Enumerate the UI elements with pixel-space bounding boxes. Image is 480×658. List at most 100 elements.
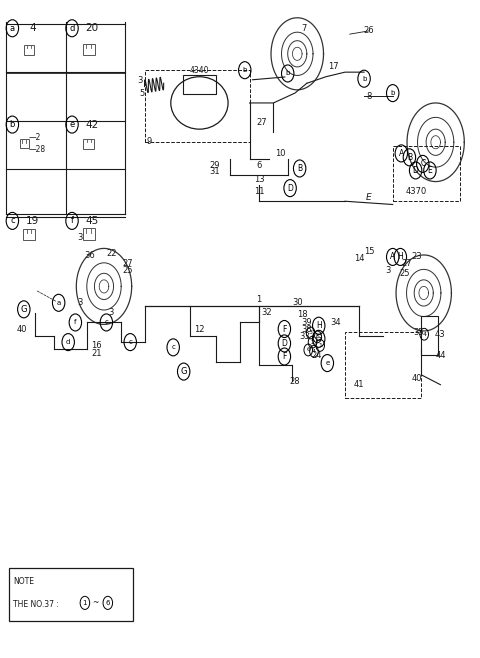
- Text: A: A: [390, 253, 396, 261]
- Text: 23: 23: [411, 253, 422, 261]
- Text: b: b: [362, 76, 366, 82]
- Text: ~: ~: [92, 598, 98, 607]
- Text: 41: 41: [354, 380, 364, 389]
- Text: 35: 35: [414, 328, 424, 337]
- Text: 3: 3: [108, 308, 114, 317]
- Text: 3: 3: [385, 266, 391, 274]
- Text: a: a: [57, 300, 61, 306]
- Text: 25: 25: [122, 266, 133, 274]
- Text: B: B: [407, 153, 412, 162]
- Bar: [183, 75, 216, 95]
- Text: 4: 4: [422, 332, 426, 337]
- Text: 42: 42: [85, 120, 99, 130]
- Text: 5: 5: [315, 334, 319, 340]
- Text: 27: 27: [402, 259, 412, 268]
- Text: 31: 31: [209, 167, 220, 176]
- Text: 34: 34: [330, 318, 341, 327]
- Text: 15: 15: [364, 247, 374, 256]
- Text: 22: 22: [106, 249, 117, 258]
- Text: 6: 6: [106, 600, 110, 606]
- Text: 20: 20: [85, 23, 98, 34]
- Text: H: H: [316, 321, 322, 330]
- Text: 1: 1: [83, 600, 87, 606]
- Text: G: G: [316, 334, 322, 343]
- Text: F: F: [282, 324, 287, 334]
- Text: 40: 40: [411, 374, 422, 383]
- Bar: [83, 44, 95, 55]
- Text: d: d: [66, 339, 71, 345]
- Text: 8: 8: [366, 92, 372, 101]
- Text: 4: 4: [312, 349, 316, 354]
- Text: 43: 43: [435, 330, 446, 339]
- Text: C: C: [420, 159, 425, 168]
- Text: e: e: [325, 360, 329, 366]
- Text: 6: 6: [256, 161, 262, 170]
- Text: 6: 6: [306, 347, 310, 353]
- Text: G: G: [180, 367, 187, 376]
- Text: 13: 13: [254, 175, 264, 184]
- Text: c: c: [171, 344, 175, 350]
- Text: 25: 25: [399, 269, 410, 278]
- Text: c: c: [10, 216, 15, 226]
- Text: D: D: [281, 339, 288, 348]
- Text: 39: 39: [301, 318, 312, 327]
- Text: 29: 29: [209, 161, 219, 170]
- Text: b: b: [10, 120, 15, 129]
- Bar: [83, 228, 95, 240]
- Text: a: a: [10, 24, 15, 33]
- Text: 14: 14: [354, 254, 364, 263]
- Text: 17: 17: [328, 63, 338, 72]
- Text: THE NO.37 :: THE NO.37 :: [13, 601, 61, 609]
- Text: 27: 27: [256, 118, 267, 127]
- Text: f: f: [71, 216, 73, 226]
- Text: 4370: 4370: [406, 187, 427, 196]
- Text: H: H: [397, 253, 403, 261]
- Text: b: b: [286, 70, 290, 76]
- Bar: [24, 45, 34, 55]
- Text: 18: 18: [297, 310, 307, 319]
- Text: D: D: [287, 184, 293, 193]
- Text: 44: 44: [435, 351, 446, 360]
- Text: 40: 40: [17, 324, 27, 334]
- Text: 38: 38: [301, 324, 312, 334]
- Text: 45: 45: [85, 216, 99, 226]
- Text: E: E: [428, 166, 432, 175]
- Text: NOTE: NOTE: [13, 576, 34, 586]
- Bar: [393, 145, 459, 201]
- Text: 30: 30: [292, 298, 302, 307]
- Text: f: f: [74, 319, 77, 326]
- Text: 5: 5: [140, 89, 145, 97]
- Text: b: b: [391, 90, 395, 96]
- Text: B: B: [297, 164, 302, 173]
- Bar: [20, 139, 29, 149]
- Text: 4340: 4340: [190, 66, 209, 75]
- Text: A: A: [399, 149, 404, 158]
- Text: 21: 21: [92, 349, 102, 359]
- Text: E: E: [366, 193, 372, 203]
- Text: 12: 12: [194, 324, 204, 334]
- Text: d: d: [69, 24, 75, 33]
- Text: 1: 1: [318, 343, 322, 348]
- Text: 32: 32: [261, 308, 272, 317]
- Text: 10: 10: [276, 149, 286, 158]
- Text: 19: 19: [26, 216, 39, 226]
- Text: 3: 3: [77, 298, 83, 307]
- Text: c: c: [105, 319, 108, 326]
- Text: —28: —28: [29, 145, 46, 153]
- Text: 1: 1: [256, 295, 262, 304]
- Text: 24: 24: [311, 351, 322, 360]
- Text: —2: —2: [29, 133, 41, 142]
- Text: 9: 9: [147, 137, 152, 146]
- Bar: [83, 139, 94, 149]
- Text: 33: 33: [299, 332, 310, 342]
- Text: e: e: [70, 120, 75, 129]
- Text: 3: 3: [137, 76, 143, 84]
- Text: F: F: [282, 352, 287, 361]
- Text: D: D: [413, 166, 419, 175]
- Text: 36: 36: [84, 251, 95, 260]
- Text: 11: 11: [254, 187, 264, 196]
- Text: 28: 28: [289, 377, 300, 386]
- Bar: [24, 229, 35, 240]
- Text: 16: 16: [92, 341, 102, 350]
- Text: 3: 3: [77, 233, 83, 241]
